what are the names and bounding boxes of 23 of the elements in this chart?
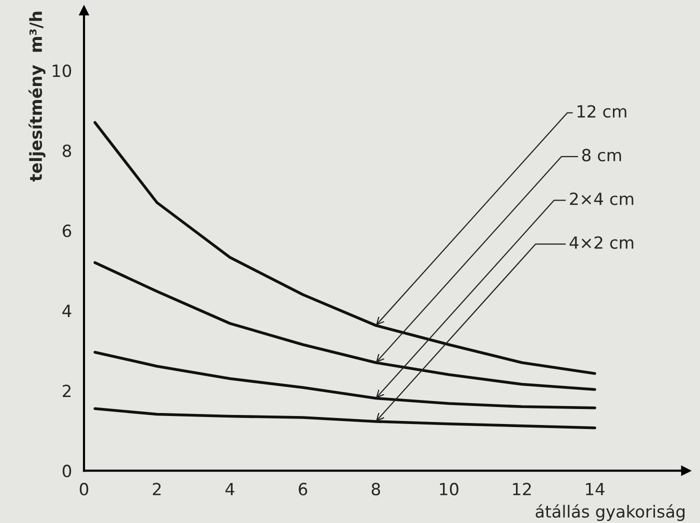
- y-axis-title: teljesítmény m³/h: [28, 12, 46, 182]
- x-tick-label: 8: [372, 482, 380, 496]
- y-tick-label: 6: [62, 224, 72, 238]
- x-tick-label: 6: [298, 482, 308, 496]
- line-series: [94, 407, 596, 430]
- y-tick-label: 2: [62, 384, 71, 397]
- y-tick-label: 0: [62, 464, 72, 478]
- x-tick-label: 4: [225, 483, 234, 496]
- y-tick-label: 10: [52, 64, 72, 78]
- x-tick-label: 0: [80, 482, 88, 496]
- y-tick-label: 8: [62, 144, 72, 158]
- x-axis-title: átállás gyakoriság: [536, 504, 684, 521]
- text: 4×2 cm: [570, 236, 634, 249]
- line-series: [94, 350, 596, 410]
- x-tick-label: 12: [513, 482, 531, 496]
- x-tick-label: 2: [152, 482, 161, 496]
- line-series: [94, 261, 596, 391]
- x-tick-label: 10: [440, 482, 458, 496]
- text: 2×4 cm: [570, 192, 634, 206]
- text: 12 cm: [578, 105, 626, 118]
- x-tick-label: 14: [586, 483, 604, 496]
- text: 8 cm: [582, 148, 621, 162]
- y-tick-label: 4: [62, 304, 72, 317]
